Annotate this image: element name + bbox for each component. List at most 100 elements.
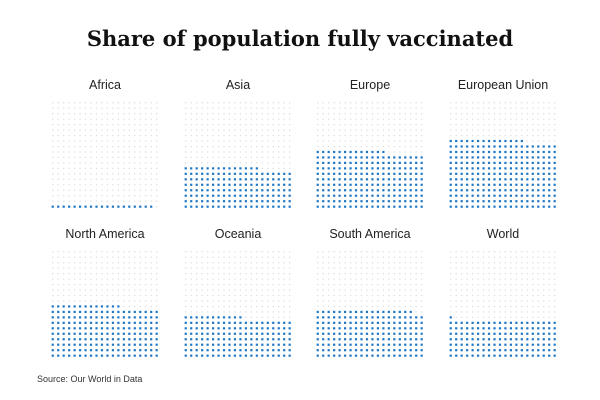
empty-dot [532, 134, 534, 137]
filled-dot [51, 338, 55, 341]
empty-dot [350, 256, 352, 258]
filled-dot [349, 156, 352, 159]
filled-dot [128, 321, 131, 324]
empty-dot [532, 113, 534, 115]
empty-dot [527, 140, 529, 142]
filled-dot [460, 172, 464, 175]
empty-dot [123, 129, 125, 131]
filled-dot [377, 156, 380, 159]
filled-dot [234, 332, 237, 335]
empty-dot [455, 294, 458, 297]
filled-dot [133, 349, 137, 352]
empty-dot [317, 262, 319, 264]
empty-dot [472, 251, 474, 253]
empty-dot [483, 256, 485, 258]
filled-dot [510, 349, 513, 352]
empty-dot [415, 129, 418, 131]
empty-dot [251, 300, 253, 302]
empty-dot [245, 283, 247, 286]
empty-dot [472, 267, 474, 269]
empty-dot [322, 124, 325, 126]
filled-dot [338, 178, 342, 181]
empty-dot [289, 102, 291, 104]
filled-dot [355, 321, 358, 324]
empty-dot [96, 283, 98, 286]
empty-dot [196, 267, 198, 269]
empty-dot [404, 129, 407, 131]
empty-dot [410, 118, 412, 120]
empty-dot [52, 113, 54, 115]
filled-dot [415, 189, 418, 192]
empty-dot [344, 129, 346, 131]
filled-dot [344, 183, 347, 186]
empty-dot [361, 129, 363, 131]
empty-dot [145, 262, 147, 264]
filled-dot [250, 349, 253, 352]
empty-dot [322, 256, 325, 258]
filled-dot [95, 321, 98, 324]
empty-dot [466, 113, 469, 115]
filled-dot [349, 332, 352, 335]
empty-dot [415, 289, 418, 291]
waffle-grid [51, 251, 159, 357]
empty-dot [145, 162, 147, 164]
empty-dot [472, 129, 474, 131]
filled-dot [382, 310, 385, 314]
filled-dot [283, 178, 286, 181]
filled-dot [128, 343, 131, 346]
empty-dot [90, 129, 92, 131]
empty-dot [455, 289, 458, 291]
empty-dot [421, 256, 423, 258]
empty-dot [488, 267, 490, 269]
empty-dot [455, 300, 458, 302]
filled-dot [515, 145, 518, 148]
filled-dot [95, 338, 98, 341]
empty-dot [118, 162, 120, 164]
empty-dot [355, 113, 357, 115]
filled-dot [144, 327, 148, 330]
empty-dot [450, 134, 452, 137]
filled-dot [526, 156, 529, 159]
filled-dot [455, 183, 458, 186]
filled-dot [420, 189, 424, 192]
empty-dot [145, 256, 147, 258]
empty-dot [207, 107, 209, 109]
empty-dot [139, 278, 142, 280]
filled-dot [404, 327, 407, 330]
empty-dot [134, 162, 136, 164]
empty-dot [156, 134, 158, 137]
empty-dot [543, 294, 545, 297]
empty-dot [272, 145, 275, 148]
filled-dot [322, 161, 325, 165]
empty-dot [262, 283, 264, 286]
empty-dot [267, 300, 269, 302]
empty-dot [79, 273, 81, 275]
empty-dot [521, 102, 523, 104]
empty-dot [516, 124, 518, 126]
empty-dot [543, 251, 545, 253]
empty-dot [366, 145, 368, 148]
filled-dot [322, 172, 325, 175]
filled-dot [95, 310, 98, 314]
filled-dot [283, 343, 286, 346]
filled-dot [283, 349, 286, 352]
filled-dot [128, 354, 131, 357]
filled-dot [190, 183, 193, 186]
filled-dot [139, 343, 142, 346]
filled-dot [515, 150, 518, 154]
filled-dot [371, 338, 374, 341]
empty-dot [134, 118, 136, 120]
empty-dot [388, 107, 390, 109]
filled-dot [139, 316, 142, 319]
empty-dot [156, 273, 158, 275]
empty-dot [372, 107, 374, 109]
empty-dot [399, 107, 401, 109]
empty-dot [156, 294, 158, 297]
filled-dot [355, 200, 358, 203]
empty-dot [516, 278, 518, 280]
empty-dot [245, 156, 247, 159]
empty-dot [499, 256, 501, 258]
filled-dot [84, 316, 87, 319]
filled-dot [398, 338, 402, 341]
filled-dot [477, 145, 480, 148]
